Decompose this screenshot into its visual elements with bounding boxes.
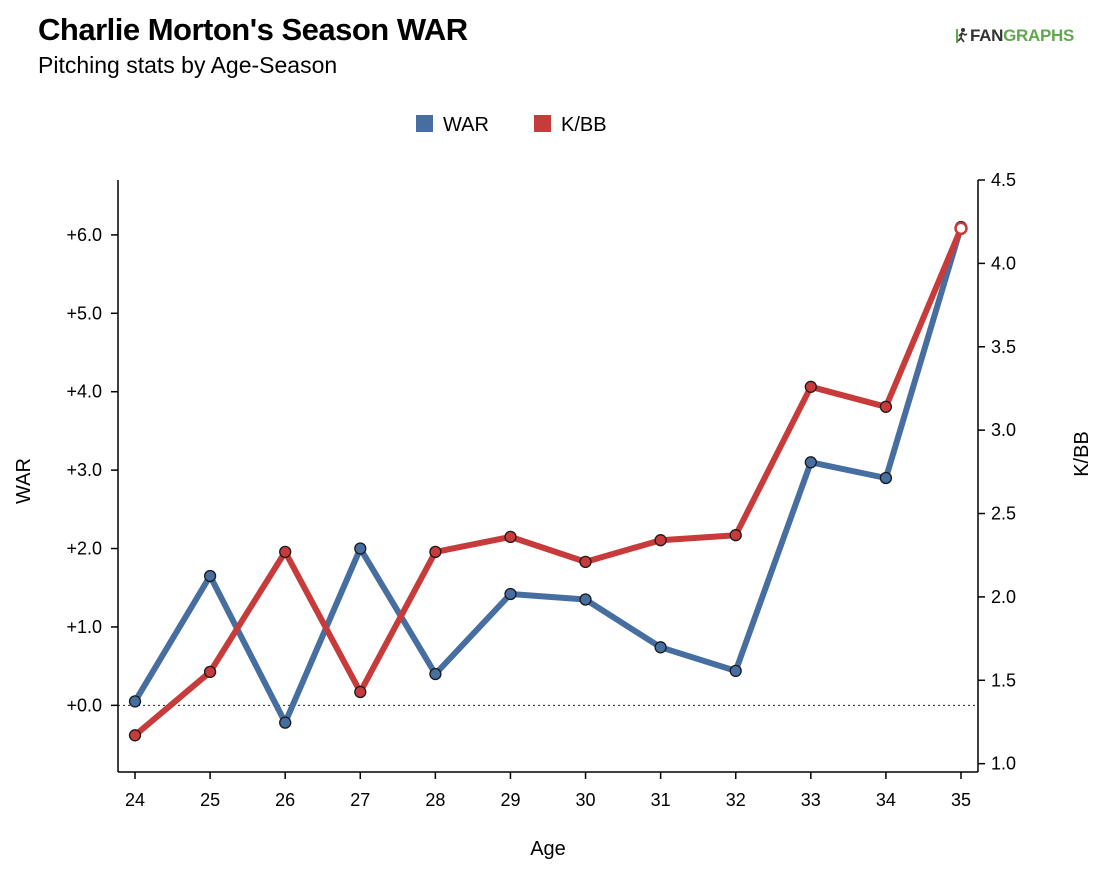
war-point [504,587,517,601]
fangraphs-logo: FANGRAPHS [956,26,1074,46]
y-tick-label: +0.0 [66,695,102,715]
k-bb-point [654,534,667,547]
x-tick-label: 35 [951,790,971,810]
war-point [729,664,742,678]
y2-tick-label: 1.5 [991,670,1016,690]
war-point [128,695,142,708]
war-point [429,667,442,681]
k-bb-series-line [132,225,964,739]
legend-label: WAR [443,114,489,136]
k-bb-point [579,555,592,569]
k-bb-point [954,221,968,236]
y-tick-label: +1.0 [66,617,102,637]
war-point [879,471,893,485]
chart-title: Charlie Morton's Season WAR [38,12,468,47]
y2-tick-label: 3.0 [991,420,1016,440]
y-tick-label: +6.0 [66,225,102,245]
war-point [654,641,667,654]
y2-axis-title: K/BB [1071,431,1093,477]
y2-tick-label: 2.5 [991,504,1016,524]
logo-text-fan: FAN [970,26,1004,45]
y2-tick-label: 1.0 [991,754,1016,774]
logo-text-graphs: GRAPHS [1003,26,1075,45]
fangraphs-runner-icon [956,28,968,43]
y2-tick-label: 3.5 [991,337,1016,357]
x-tick-label: 25 [200,790,220,810]
k-bb-point [354,685,367,699]
x-tick-label: 30 [576,790,596,810]
x-tick-label: 34 [876,790,896,810]
y-tick-label: +3.0 [66,460,102,480]
k-bb-point [804,380,817,393]
x-tick-label: 28 [425,790,445,810]
legend-swatch-war [416,115,433,132]
x-tick-label: 24 [125,790,145,810]
series-layer [128,220,968,742]
k-bb-point [279,545,292,559]
k-bb-point [429,545,442,559]
x-tick-label: 32 [726,790,746,810]
war-point [279,716,292,729]
legend: WAR K/BB [416,114,607,136]
y2-tick-label: 2.0 [991,587,1016,607]
x-tick-label: 29 [500,790,520,810]
k-bb-point [128,729,142,742]
x-tick-label: 27 [350,790,370,810]
y-tick-label: +4.0 [66,382,102,402]
legend-label: K/BB [561,114,607,136]
k-bb-point [729,529,742,542]
k-bb-point [504,530,517,544]
x-tick-label: 31 [651,790,671,810]
x-tick-label: 33 [801,790,821,810]
war-point [203,569,217,583]
chart-subtitle: Pitching stats by Age-Season [38,52,338,78]
y-tick-label: +2.0 [66,539,102,559]
k-bb-point [879,400,893,413]
war-point [579,593,592,606]
war-series-line [132,224,964,726]
axes: +0.0 +1.0 +2.0 +3.0 +4.0 +5.0 +6.0 1.0 1.5 2.0 2.5… [13,170,1093,860]
y2-tick-label: 4.5 [991,170,1016,190]
war-point [804,456,817,469]
k-bb-point [203,665,217,679]
y2-tick-label: 4.0 [991,253,1016,273]
legend-swatch-k-bb [534,115,551,132]
x-tick-label: 26 [275,790,295,810]
x-axis-title: Age [530,838,566,860]
y-axis-title: WAR [13,458,35,504]
war-point [354,542,367,555]
y-tick-label: +5.0 [66,303,102,323]
